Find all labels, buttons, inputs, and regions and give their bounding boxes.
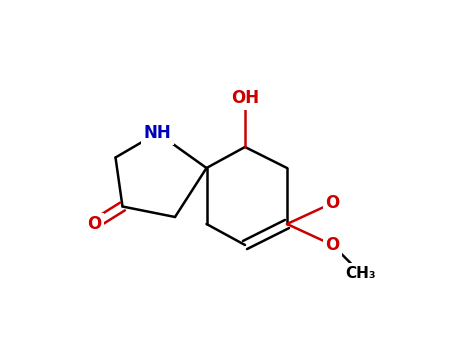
Text: O: O: [87, 215, 101, 233]
Text: O: O: [325, 194, 339, 212]
Text: NH: NH: [144, 124, 172, 142]
Text: O: O: [325, 236, 339, 254]
Text: OH: OH: [231, 89, 259, 107]
Text: CH₃: CH₃: [345, 266, 376, 280]
